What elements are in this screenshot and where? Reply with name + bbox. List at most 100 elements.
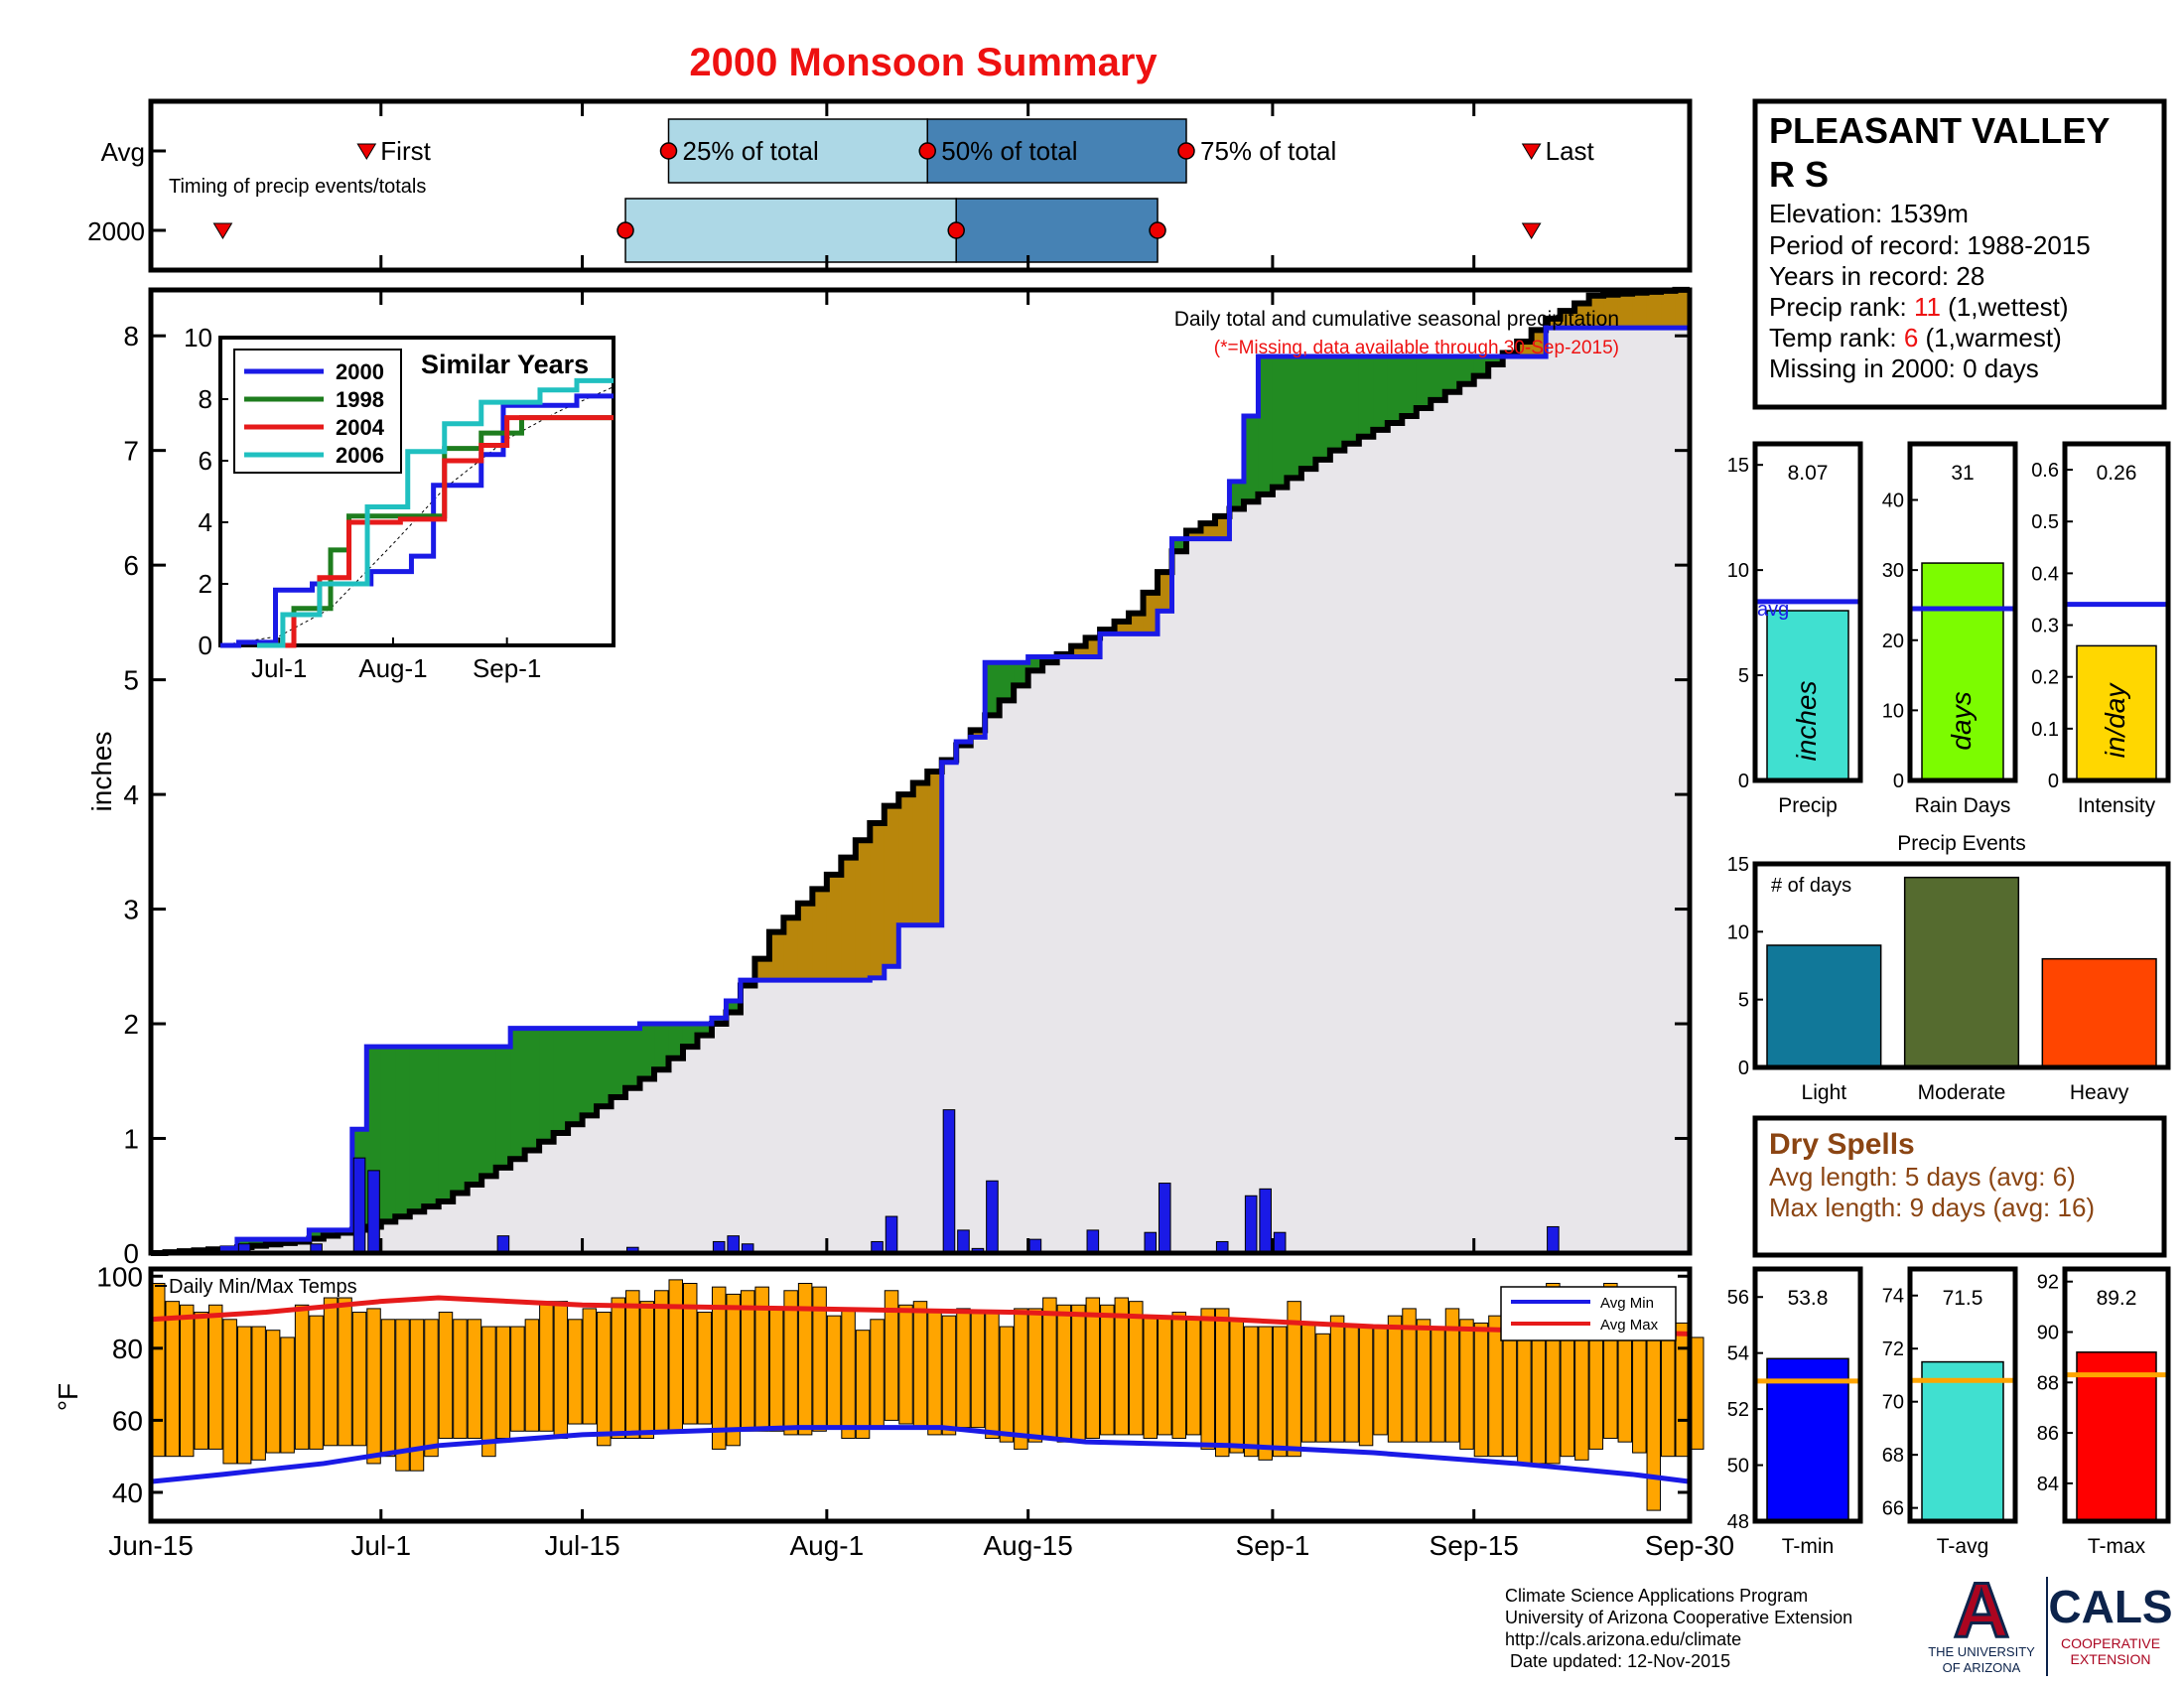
daily-temp-bar: [797, 1283, 813, 1436]
daily-temp-bar: [453, 1319, 468, 1440]
panel-precip-avg-label: avg: [1757, 599, 1789, 621]
inset-y-tick-label: 0: [199, 631, 212, 660]
y-tick-label: 7: [123, 436, 139, 467]
daily-temp-bar: [1171, 1312, 1186, 1440]
below-average-fill: [841, 857, 857, 981]
panel-tmax-x-label: T-max: [2088, 1535, 2146, 1558]
panel-tavg-y-tick-label: 66: [1882, 1498, 1904, 1520]
inset-series-2000: [220, 393, 614, 648]
timing-label-first: First: [380, 136, 431, 166]
events-y-tick-label: 15: [1727, 854, 1749, 876]
below-average-fill: [870, 822, 886, 978]
timing-box-early: [667, 118, 928, 184]
above-average-fill: [453, 1047, 469, 1194]
panel-tavg-y-tick-label: 72: [1882, 1338, 1904, 1360]
panel-intensity-x-label: Intensity: [2078, 794, 2156, 817]
daily-temp-bar: [351, 1312, 367, 1447]
daily-temp-bar: [179, 1304, 195, 1458]
panel-days-y-tick-label: 10: [1882, 700, 1904, 722]
above-average-fill: [1014, 662, 1029, 686]
daily-temp-bar: [1042, 1297, 1057, 1440]
daily-precip-bar: [1158, 1183, 1171, 1254]
panel-precip-y-tick-label: 15: [1727, 455, 1749, 477]
daily-temp-bar: [165, 1301, 180, 1458]
daily-temp-bar: [568, 1319, 583, 1425]
daily-temp-bar: [1027, 1308, 1043, 1443]
daily-temp-bar: [222, 1319, 237, 1465]
below-average-fill: [855, 840, 871, 981]
cals-logo-line1: COOPERATIVE: [2061, 1635, 2160, 1651]
above-average-fill: [597, 1028, 613, 1107]
below-average-fill: [754, 958, 770, 981]
panel-tavg-frame: [1907, 1266, 2018, 1524]
temp-rank: Temp rank: 6 (1,warmest): [1769, 323, 2062, 352]
timing-box-late: [926, 118, 1187, 184]
timing-row-label: Avg: [101, 137, 145, 167]
dry-spells-avg: Avg length: 5 days (avg: 6): [1769, 1162, 2076, 1192]
panel-tmin-frame: [1752, 1266, 1863, 1524]
above-average-fill: [1258, 355, 1274, 494]
daily-temp-bar: [682, 1283, 698, 1425]
below-average-fill: [970, 730, 986, 738]
below-average-fill: [1661, 290, 1677, 329]
daily-temp-bar: [1690, 1336, 1705, 1450]
station-info-box: PLEASANT VALLEY R S Elevation: 1539m Per…: [1752, 98, 2167, 410]
daily-temp-bar: [1114, 1297, 1130, 1436]
events-bar-light: [1766, 944, 1882, 1068]
footer-line-3: http://cals.arizona.edu/climate: [1505, 1629, 1741, 1649]
below-average-fill: [826, 874, 842, 981]
station-years: Years in record: 28: [1769, 261, 1984, 291]
daily-temp-bar: [539, 1301, 554, 1432]
avg-min-line: [150, 1425, 1691, 1484]
daily-temp-bar: [1387, 1315, 1403, 1443]
events-category-label: Moderate: [1918, 1081, 2006, 1104]
y2000-cumulative-line: [151, 325, 1690, 1256]
below-average-fill: [783, 917, 799, 981]
panel-tmax-frame: [2062, 1266, 2171, 1524]
daily-temp-bar: [380, 1319, 396, 1458]
cals-logo-name: CALS: [2048, 1581, 2172, 1632]
daily-temp-bar: [1431, 1326, 1445, 1443]
daily-temp-bar: [582, 1308, 598, 1425]
timing-label-q75: 75% of total: [1200, 136, 1336, 166]
above-average-fill: [985, 662, 1001, 716]
daily-temp-bar: [1402, 1308, 1417, 1443]
panel-intensity-unit-label: in/day: [2100, 682, 2130, 759]
daily-temp-bar: [1488, 1315, 1503, 1458]
timing-panel: Avg First 25% of total 50% of total 75% of t…: [87, 98, 1693, 273]
daily-temp-bar: [1143, 1315, 1159, 1440]
daily-precip-bar: [986, 1180, 999, 1254]
panel-tmax-y-tick-label: 88: [2037, 1372, 2059, 1394]
inset-y-tick-label: 4: [199, 507, 212, 537]
above-average-fill: [380, 1047, 396, 1222]
panel-intensity-y-tick-label: 0.1: [2031, 719, 2059, 741]
panel-precip-value-label: 8.07: [1788, 462, 1829, 485]
panel-precip-bar: [1766, 610, 1849, 781]
dry-spells-box: Dry Spells Avg length: 5 days (avg: 6) M…: [1752, 1115, 2167, 1258]
footer-line-2: University of Arizona Cooperative Extens…: [1505, 1608, 1852, 1627]
above-average-fill: [999, 662, 1015, 701]
daily-temp-bar: [1287, 1301, 1301, 1458]
station-elevation: Elevation: 1539m: [1769, 199, 1969, 228]
daily-temp-bar: [1085, 1297, 1101, 1440]
events-bar-moderate: [1903, 876, 2020, 1068]
cumulative-area: [151, 328, 1690, 1253]
panel-precip-unit-label: inches: [1791, 681, 1822, 762]
above-average-fill: [1287, 355, 1302, 479]
daily-temp-bar: [280, 1336, 295, 1454]
timing-quantile-marker: [1177, 142, 1195, 160]
above-average-fill: [568, 1028, 584, 1125]
y-tick-label: 0: [123, 1238, 139, 1269]
panel-tmin-bar: [1766, 1357, 1849, 1522]
daily-temp-bar: [323, 1297, 339, 1447]
above-average-fill: [1315, 355, 1331, 460]
above-average-fill: [553, 1028, 569, 1133]
daily-temp-bar: [956, 1308, 971, 1429]
timing-box-late: [955, 198, 1159, 263]
dry-spells-max: Max length: 9 days (avg: 16): [1769, 1193, 2095, 1222]
temps-legend-box: [1500, 1286, 1677, 1341]
daily-temp-bar: [510, 1326, 525, 1432]
inset-title: Similar Years: [421, 350, 589, 379]
panel-tmax-y-tick-label: 90: [2037, 1323, 2059, 1344]
below-average-fill: [1632, 292, 1648, 329]
